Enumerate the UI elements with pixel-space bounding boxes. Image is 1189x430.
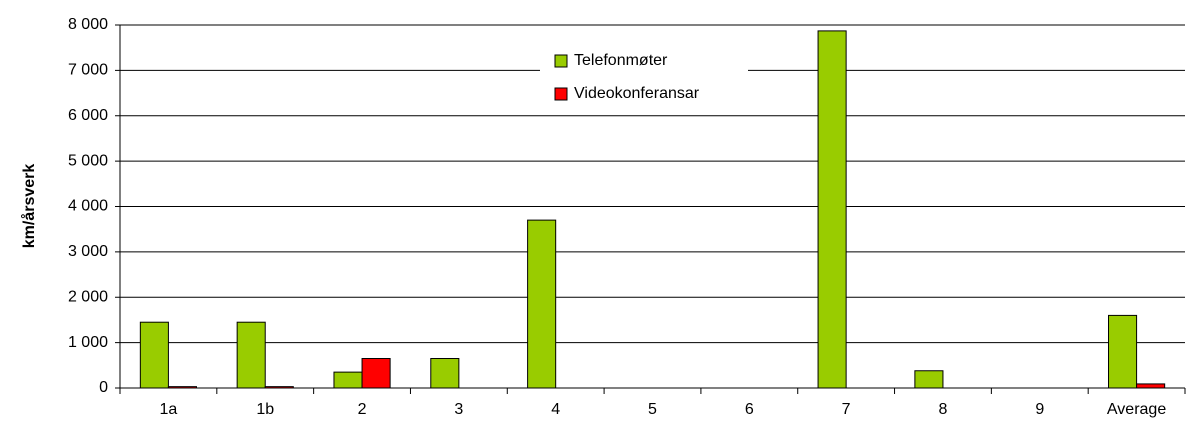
x-tick-label: 9 xyxy=(1035,401,1044,418)
y-tick-label: 8 000 xyxy=(68,16,108,33)
x-tick-label: Average xyxy=(1107,401,1166,418)
bar xyxy=(817,30,847,389)
y-axis-label: km/årsverk xyxy=(20,164,38,249)
y-tick-label: 1 000 xyxy=(68,334,108,351)
bar xyxy=(527,219,557,389)
bar xyxy=(139,321,169,389)
legend-label: Videokonferansar xyxy=(574,85,700,102)
y-tick-label: 3 000 xyxy=(68,243,108,260)
x-tick-label: 7 xyxy=(842,401,851,418)
x-tick-label: 1b xyxy=(256,401,274,418)
x-tick-label: 1a xyxy=(160,401,178,418)
y-tick-label: 7 000 xyxy=(68,62,108,79)
legend-swatch xyxy=(554,87,568,101)
x-tick-label: 8 xyxy=(939,401,948,418)
x-tick-label: 4 xyxy=(551,401,560,418)
bar xyxy=(914,370,944,389)
y-tick-label: 6 000 xyxy=(68,107,108,124)
bar xyxy=(1136,383,1166,389)
x-tick-label: 5 xyxy=(648,401,657,418)
y-tick-label: 2 000 xyxy=(68,288,108,305)
y-tick-label: 0 xyxy=(99,379,108,396)
bar xyxy=(1108,314,1138,389)
legend-box xyxy=(540,44,748,112)
bar xyxy=(236,321,266,389)
bar xyxy=(361,358,391,389)
y-tick-label: 5 000 xyxy=(68,152,108,169)
bar xyxy=(333,371,363,389)
x-tick-label: 3 xyxy=(454,401,463,418)
x-tick-label: 6 xyxy=(745,401,754,418)
x-tick-label: 2 xyxy=(358,401,367,418)
legend-label: Telefonmøter xyxy=(574,52,668,69)
legend-swatch xyxy=(554,54,568,68)
bar xyxy=(430,358,460,389)
y-tick-label: 4 000 xyxy=(68,198,108,215)
